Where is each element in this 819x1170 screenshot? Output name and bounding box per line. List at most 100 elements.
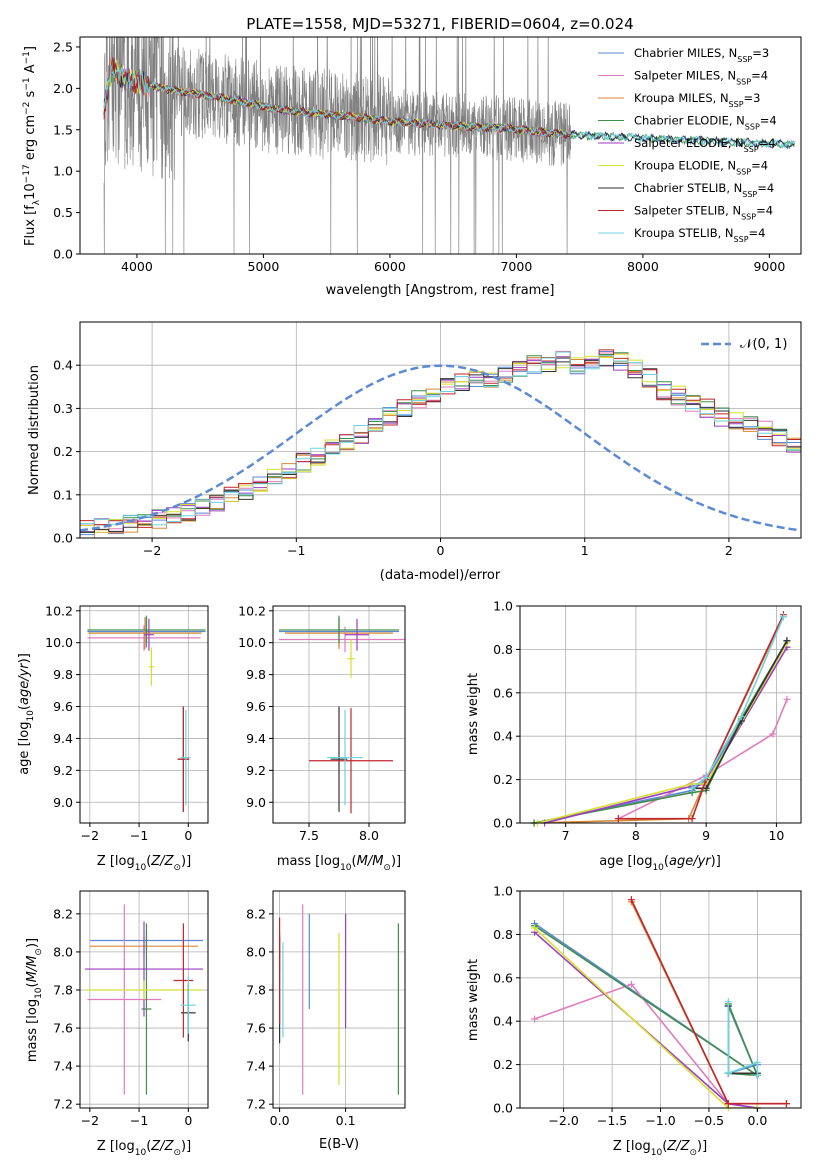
legend-label-0: Chabrier MILES, NSSP=3	[634, 46, 769, 64]
label-part: (	[25, 982, 40, 987]
legend-count: =4	[751, 159, 768, 173]
x-tick-label: −1	[130, 828, 148, 843]
label-part: ⊙	[173, 863, 181, 873]
legend-name: Kroupa STELIB, N	[634, 226, 734, 240]
x-axis-label: age [log10(age/yr)]	[599, 854, 721, 873]
x-tick-label: 2	[725, 543, 733, 558]
y-tick-label: 1.0	[493, 599, 513, 614]
spectrum-panel: Chabrier MILES, NSSP=3 Salpeter MILES, N S…	[22, 36, 802, 298]
y-tick-label: 2.0	[53, 81, 73, 96]
label-part: M/M	[25, 956, 40, 983]
label-part: −1	[22, 51, 32, 64]
weight-line-3	[534, 925, 760, 1078]
y-tick-label: 0.5	[53, 205, 73, 220]
label-part: M/M	[357, 854, 384, 869]
weight-marker-8	[724, 1069, 732, 1077]
y-tick-label: 7.4	[246, 1059, 266, 1074]
y-tick-label: 10.0	[45, 635, 73, 650]
legend-label-4: Salpeter ELODIE, NSSP=4	[634, 136, 776, 154]
label-part: Z [log	[97, 854, 135, 869]
x-tick-label: 8	[632, 828, 640, 843]
y-tick-label: 1.5	[53, 122, 73, 137]
y-tick-label: 7.6	[53, 1021, 73, 1036]
label-part: (	[146, 1139, 151, 1154]
mass-age-panel: 7.5 8.0 9.0 9.2 9.4 9.6 9.8 10.0 10.2 mass [log10…	[238, 603, 406, 873]
y-axis-label: Flux [fλ10−17 erg cm−2 s−1 A−1]	[22, 46, 42, 246]
legend-sub: SSP	[741, 212, 756, 221]
histogram-step-8	[80, 351, 801, 526]
y-tick-label: 10.2	[45, 603, 73, 618]
label-part: Z/Z	[150, 1139, 174, 1154]
label-part: age [log	[599, 854, 652, 869]
x-tick-label: 6000	[374, 259, 406, 274]
y-tick-label: 9.4	[53, 731, 73, 746]
legend-label-8: Kroupa STELIB, NSSP=4	[634, 226, 765, 244]
legend-sub: SSP	[729, 100, 744, 109]
y-tick-label: 7.2	[53, 1097, 73, 1112]
weight-marker-5	[531, 924, 539, 932]
legend-sub: SSP	[745, 122, 760, 131]
x-tick-label: −1	[287, 543, 305, 558]
legend-label-6: Chabrier STELIB, NSSP=4	[634, 181, 774, 199]
y-tick-label: 8.0	[53, 944, 73, 959]
y-tick-label: 1.0	[493, 884, 513, 899]
label-part: age [log	[17, 722, 32, 775]
x-tick-label: −2.0	[548, 1113, 578, 1128]
gaussian-curve	[79, 364, 799, 532]
axes-frame	[79, 890, 209, 1109]
legend-name: Salpeter MILES, N	[634, 69, 736, 83]
legend-sub: SSP	[744, 145, 759, 154]
metallicity-weight-panel: −2.0 −1.5 −1.0 −0.5 0.0 0.0 0.2 0.4 0.6 0.8 1.0 Z […	[466, 884, 802, 1158]
histogram-step-2	[80, 356, 801, 538]
label-part: erg cm	[23, 115, 38, 164]
y-tick-label: 1.0	[53, 164, 73, 179]
weight-line-0	[533, 640, 788, 823]
axes-frame	[272, 605, 406, 824]
label-part: (	[664, 854, 669, 869]
x-axis-label: Z [log10(Z/Z⊙)]	[613, 1139, 707, 1158]
y-tick-label: 0.4	[493, 729, 513, 744]
label-part: mass [log	[25, 999, 40, 1062]
x-tick-label: −1	[130, 1113, 148, 1128]
y-tick-label: 7.8	[246, 982, 266, 997]
y-tick-label: 10.0	[238, 635, 266, 650]
label-part: (	[662, 1139, 667, 1154]
label-part: )]	[181, 854, 191, 869]
y-tick-label: 2.5	[53, 39, 73, 54]
y-tick-label: 0.8	[493, 642, 513, 657]
label-part: 10	[135, 863, 147, 873]
x-tick-label: 10	[768, 828, 784, 843]
label-part: ⊙	[383, 863, 391, 873]
legend-name: Chabrier ELODIE, N	[634, 114, 745, 128]
x-tick-label: 0	[437, 543, 445, 558]
label-part: 10	[34, 987, 44, 999]
y-tick-label: 0.0	[493, 816, 513, 831]
label-part: Z/Z	[666, 1139, 690, 1154]
weight-line-1	[534, 983, 758, 1108]
legend-label-2: Kroupa MILES, NSSP=3	[634, 91, 760, 109]
weight-marker-8	[688, 784, 696, 792]
legend-count: =3	[744, 91, 761, 105]
x-tick-label: 5000	[248, 259, 280, 274]
histogram-step-6	[80, 359, 801, 533]
y-tick-label: 0.4	[53, 358, 73, 373]
label-part: )]	[697, 1139, 707, 1154]
label-part: Z [log	[97, 1139, 135, 1154]
label-part: (	[146, 854, 151, 869]
weight-marker-8	[753, 1071, 761, 1079]
x-axis-label: (data-model)/error	[380, 568, 501, 583]
x-tick-label: 8000	[627, 259, 659, 274]
label-part: )]	[711, 854, 721, 869]
label-part: Z/Z	[150, 854, 174, 869]
weight-marker-8	[753, 1058, 761, 1066]
observed-spectrum	[103, 37, 571, 254]
x-tick-label: 0	[184, 828, 192, 843]
label-part: −2	[22, 102, 32, 115]
y-tick-label: 0.0	[53, 247, 73, 262]
weight-marker-1	[531, 1015, 539, 1023]
reddening-mass-panel: 0.0 0.1 7.2 7.4 7.6 7.8 8.0 8.2 E(B-V)	[246, 890, 406, 1152]
model-spectrum-6	[103, 57, 796, 149]
y-tick-label: 7.2	[246, 1097, 266, 1112]
